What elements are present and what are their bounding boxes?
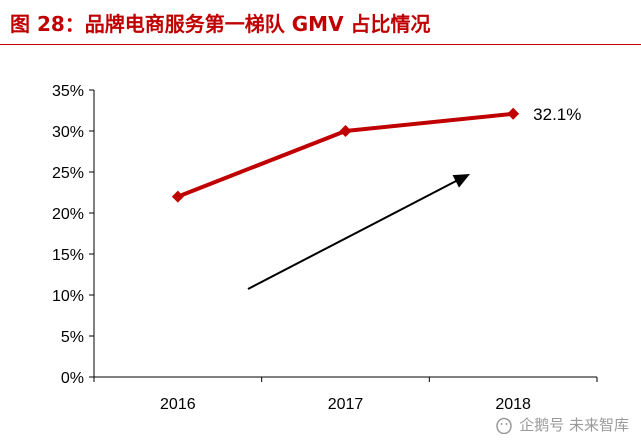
x-tick-label: 2016 (160, 396, 196, 413)
y-axis-ticks: 0% 5% 10% 15% 20% 25% 30% 35% (52, 83, 94, 387)
title-divider (0, 44, 641, 45)
trend-arrow-line (247, 179, 459, 290)
trend-arrow-head (452, 174, 470, 188)
y-tick-label: 0% (61, 370, 84, 387)
watermark: 企鹅号 未来智库 (493, 414, 629, 435)
penguin-logo-icon (496, 417, 512, 434)
data-point-marker (171, 190, 184, 203)
series-group: 32.1% (171, 105, 581, 203)
annotations (247, 174, 470, 290)
figure-title: 图 28：品牌电商服务第一梯队 GMV 占比情况 (10, 12, 431, 36)
y-tick-label: 10% (52, 288, 84, 305)
x-tick-label: 2018 (495, 396, 531, 413)
y-tick-label: 30% (52, 124, 84, 141)
axes (93, 90, 597, 378)
y-tick-label: 25% (52, 165, 84, 182)
y-tick-label: 15% (52, 247, 84, 264)
data-label: 32.1% (533, 105, 581, 124)
data-point-marker (339, 125, 352, 137)
y-tick-label: 5% (61, 329, 84, 346)
y-tick-label: 35% (52, 83, 84, 100)
x-tick-label: 2017 (328, 396, 364, 413)
y-tick-label: 20% (52, 206, 84, 223)
data-point-marker (507, 107, 520, 120)
x-axis-ticks: 2016 2017 2018 (93, 377, 598, 413)
watermark-text: 企鹅号 未来智库 (519, 416, 629, 434)
